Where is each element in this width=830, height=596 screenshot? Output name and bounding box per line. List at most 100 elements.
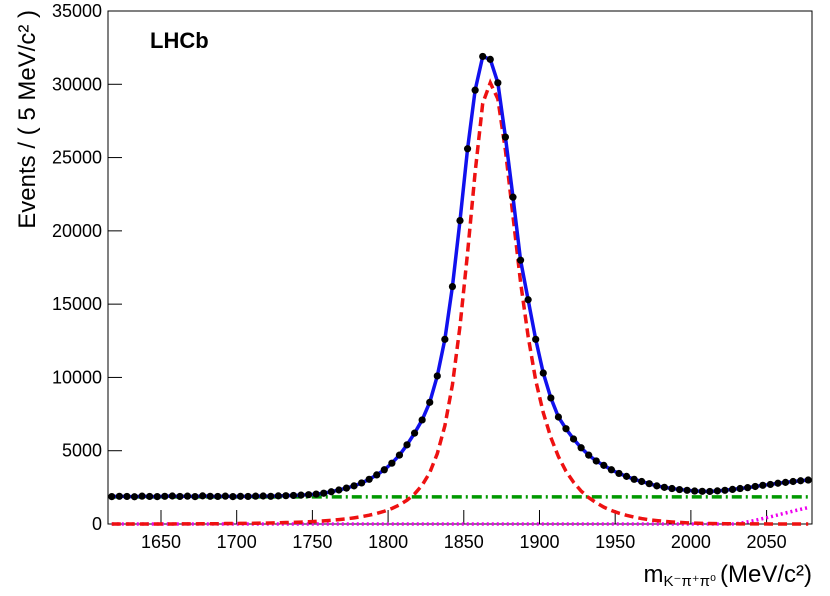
x-tick-label: 2000 (671, 532, 711, 552)
data-point (577, 444, 585, 452)
data-point (622, 472, 631, 480)
data-point (108, 492, 116, 501)
y-tick-label: 25000 (52, 148, 102, 168)
data-point (312, 490, 320, 498)
data-point (274, 492, 282, 500)
data-point (539, 369, 547, 377)
data-point (441, 335, 449, 343)
data-point (645, 480, 653, 488)
x-tick-label: 1950 (595, 532, 635, 552)
data-point (206, 492, 214, 500)
data-point (183, 492, 192, 500)
data-point (297, 491, 305, 499)
data-point (630, 475, 638, 483)
data-point (781, 478, 790, 486)
x-tick-label: 1750 (292, 532, 332, 552)
data-point (199, 492, 207, 500)
data-point (168, 492, 176, 500)
data-point (229, 492, 237, 501)
x-tick-label: 1900 (519, 532, 559, 552)
data-point (388, 459, 396, 467)
x-tick-label: 1650 (141, 532, 181, 552)
data-point (320, 489, 328, 497)
data-point (463, 145, 472, 153)
data-point (456, 216, 464, 225)
data-point (668, 484, 676, 493)
data-point (380, 466, 388, 474)
data-point (267, 492, 275, 500)
data-point (426, 398, 434, 406)
data-point (236, 492, 245, 500)
x-tick-label: 2050 (747, 532, 787, 552)
data-point (660, 483, 668, 491)
data-point (176, 492, 184, 501)
data-point (365, 475, 373, 483)
data-point (774, 479, 782, 487)
data-point (653, 482, 661, 490)
data-point (146, 492, 154, 501)
data-point (115, 492, 123, 500)
data-point (433, 372, 441, 380)
data-point (759, 481, 767, 489)
data-point (123, 492, 131, 501)
data-point (244, 492, 252, 501)
data-point (721, 486, 729, 494)
data-point (161, 492, 169, 500)
data-point (350, 482, 358, 490)
data-point (509, 193, 517, 201)
data-point (691, 487, 699, 495)
data-point (214, 492, 222, 501)
data-point (638, 477, 646, 486)
data-point (418, 416, 426, 424)
y-tick-label: 10000 (52, 367, 102, 387)
data-point (547, 394, 555, 402)
y-tick-label: 30000 (52, 74, 102, 94)
x-label-main: m (643, 561, 663, 588)
data-point (403, 441, 411, 449)
y-tick-label: 20000 (52, 221, 102, 241)
data-point (524, 296, 532, 304)
y-axis-label: Events / ( 5 MeV/c² ) (14, 10, 41, 229)
data-point (305, 491, 313, 499)
fit-curve (111, 505, 809, 526)
data-point (335, 486, 343, 494)
data-point (744, 484, 752, 492)
data-point (615, 469, 623, 478)
plot-frame (107, 10, 813, 525)
data-point (410, 429, 419, 437)
data-point (797, 477, 805, 485)
data-point (554, 413, 563, 421)
data-point (259, 492, 267, 500)
data-point (395, 451, 404, 459)
data-point (675, 485, 684, 494)
x-label-unit: (MeV/c²) (720, 561, 812, 588)
data-point (282, 492, 290, 500)
fit-curve (111, 78, 809, 526)
data-point (607, 466, 615, 474)
data-point (471, 86, 479, 94)
data-point (342, 484, 351, 492)
data-point (373, 471, 381, 479)
data-point (327, 488, 335, 496)
x-axis-label: mK⁻π⁺π⁰ (MeV/c²) (643, 561, 812, 590)
data-point (289, 491, 298, 500)
annotation: LHCb (150, 28, 209, 53)
data-point (804, 476, 812, 484)
x-tick-label: 1700 (217, 532, 257, 552)
y-tick-label: 0 (92, 514, 102, 534)
data-point (516, 256, 525, 264)
data-point (751, 482, 759, 491)
data-point (562, 425, 570, 433)
data-point (130, 493, 139, 501)
data-point (569, 435, 578, 443)
data-point (789, 477, 797, 486)
data-point (357, 479, 366, 487)
x-label-subscript: K⁻π⁺π⁰ (663, 573, 716, 590)
y-tick-label: 15000 (52, 294, 102, 314)
data-point (252, 492, 260, 500)
x-tick-label: 1850 (444, 532, 484, 552)
data-point (221, 492, 229, 500)
data-point (138, 492, 146, 500)
